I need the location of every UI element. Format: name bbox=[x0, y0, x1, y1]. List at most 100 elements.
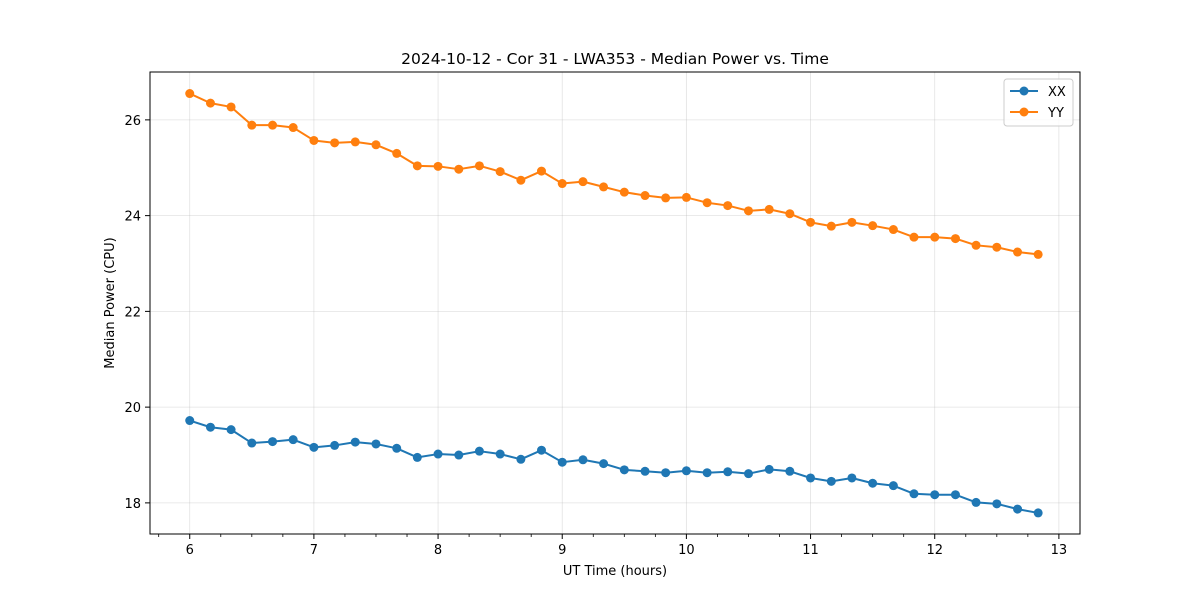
data-point-xx bbox=[619, 465, 629, 475]
data-point-yy bbox=[495, 167, 505, 177]
data-point-xx bbox=[536, 445, 546, 455]
data-point-xx bbox=[247, 438, 257, 448]
data-point-xx bbox=[226, 425, 236, 435]
data-point-xx bbox=[640, 466, 650, 476]
data-point-yy bbox=[474, 161, 484, 171]
data-point-xx bbox=[661, 468, 671, 478]
data-point-xx bbox=[474, 446, 484, 456]
data-point-xx bbox=[433, 449, 443, 459]
data-point-yy bbox=[205, 98, 215, 108]
data-point-yy bbox=[930, 232, 940, 242]
legend-label-xx: XX bbox=[1048, 85, 1066, 100]
series-yy bbox=[185, 89, 1043, 259]
y-tick-label: 20 bbox=[124, 401, 141, 416]
data-point-xx bbox=[950, 490, 960, 500]
data-point-yy bbox=[371, 140, 381, 150]
data-point-xx bbox=[702, 468, 712, 478]
data-point-yy bbox=[1013, 247, 1023, 257]
data-point-xx bbox=[578, 455, 588, 465]
data-point-yy bbox=[992, 242, 1002, 252]
x-tick-label: 11 bbox=[802, 543, 819, 558]
data-point-yy bbox=[785, 209, 795, 219]
data-point-yy bbox=[226, 102, 236, 112]
x-axis: 6 7 8 9 10 11 12 13 bbox=[158, 534, 1068, 558]
data-point-xx bbox=[454, 450, 464, 460]
grid bbox=[150, 72, 1080, 534]
data-point-yy bbox=[268, 120, 278, 130]
series-xx bbox=[185, 416, 1043, 518]
chart-title: 2024-10-12 - Cor 31 - LWA353 - Median Po… bbox=[401, 50, 829, 68]
data-point-xx bbox=[185, 416, 195, 426]
data-point-xx bbox=[806, 473, 816, 483]
legend-marker-yy bbox=[1019, 107, 1029, 117]
data-point-yy bbox=[619, 187, 629, 197]
data-point-xx bbox=[205, 422, 215, 432]
series-layer bbox=[185, 89, 1043, 518]
data-point-xx bbox=[743, 469, 753, 479]
data-point-yy bbox=[599, 182, 609, 192]
y-axis-label: Median Power (CPU) bbox=[103, 237, 118, 368]
data-point-yy bbox=[826, 221, 836, 231]
data-point-yy bbox=[185, 89, 195, 99]
data-point-yy bbox=[392, 148, 402, 158]
data-point-yy bbox=[950, 234, 960, 244]
x-tick-label: 7 bbox=[310, 543, 318, 558]
data-point-xx bbox=[826, 476, 836, 486]
data-point-yy bbox=[412, 161, 422, 171]
x-tick-label: 13 bbox=[1051, 543, 1068, 558]
data-point-xx bbox=[330, 440, 340, 450]
data-point-xx bbox=[971, 497, 981, 507]
data-point-xx bbox=[930, 490, 940, 500]
data-point-yy bbox=[681, 192, 691, 202]
data-point-yy bbox=[640, 191, 650, 201]
x-tick-label: 12 bbox=[926, 543, 943, 558]
data-point-yy bbox=[557, 179, 567, 189]
data-point-yy bbox=[433, 161, 443, 171]
data-point-yy bbox=[868, 221, 878, 231]
data-point-xx bbox=[516, 454, 526, 464]
data-point-xx bbox=[268, 437, 278, 447]
data-point-yy bbox=[536, 166, 546, 176]
y-axis: 18 20 22 24 26 bbox=[124, 114, 150, 512]
x-tick-label: 8 bbox=[434, 543, 442, 558]
data-point-xx bbox=[350, 437, 360, 447]
data-point-xx bbox=[412, 452, 422, 462]
data-point-xx bbox=[557, 457, 567, 467]
data-point-yy bbox=[888, 225, 898, 235]
data-point-xx bbox=[1013, 504, 1023, 514]
plot-frame bbox=[149, 71, 1081, 535]
data-point-yy bbox=[909, 232, 919, 242]
data-point-xx bbox=[723, 467, 733, 477]
legend: XX YY bbox=[1003, 78, 1074, 127]
data-point-xx bbox=[992, 499, 1002, 509]
data-point-xx bbox=[785, 466, 795, 476]
data-point-yy bbox=[350, 137, 360, 147]
data-point-xx bbox=[392, 443, 402, 453]
data-point-yy bbox=[578, 177, 588, 187]
data-point-yy bbox=[454, 164, 464, 174]
data-point-yy bbox=[806, 217, 816, 227]
y-tick-label: 26 bbox=[124, 114, 141, 129]
data-point-xx bbox=[599, 459, 609, 469]
data-point-xx bbox=[495, 449, 505, 459]
x-tick-label: 6 bbox=[186, 543, 194, 558]
data-point-yy bbox=[288, 123, 298, 133]
data-point-xx bbox=[868, 478, 878, 488]
legend-marker-xx bbox=[1019, 86, 1029, 96]
data-point-yy bbox=[516, 175, 526, 185]
data-point-xx bbox=[888, 481, 898, 491]
data-point-xx bbox=[681, 466, 691, 476]
data-point-yy bbox=[847, 217, 857, 227]
data-point-yy bbox=[764, 204, 774, 214]
data-point-xx bbox=[847, 473, 857, 483]
data-point-yy bbox=[247, 120, 257, 130]
data-point-yy bbox=[702, 198, 712, 208]
y-tick-label: 18 bbox=[124, 497, 141, 512]
data-point-xx bbox=[764, 464, 774, 474]
data-point-xx bbox=[371, 439, 381, 449]
data-point-yy bbox=[723, 201, 733, 211]
data-point-yy bbox=[1033, 249, 1043, 259]
data-point-xx bbox=[288, 435, 298, 445]
